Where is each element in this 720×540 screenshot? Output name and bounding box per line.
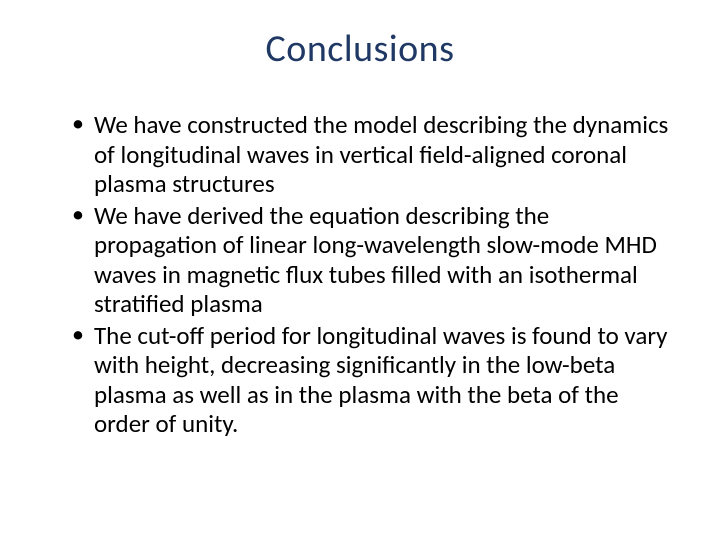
list-item: We have derived the equation describing …	[72, 201, 672, 319]
list-item: We have constructed the model describing…	[72, 110, 672, 199]
list-item: The cut-off period for longitudinal wave…	[72, 321, 672, 439]
bullet-list: We have constructed the model describing…	[48, 110, 672, 439]
slide-container: Conclusions We have constructed the mode…	[0, 0, 720, 540]
slide-title: Conclusions	[48, 26, 672, 72]
